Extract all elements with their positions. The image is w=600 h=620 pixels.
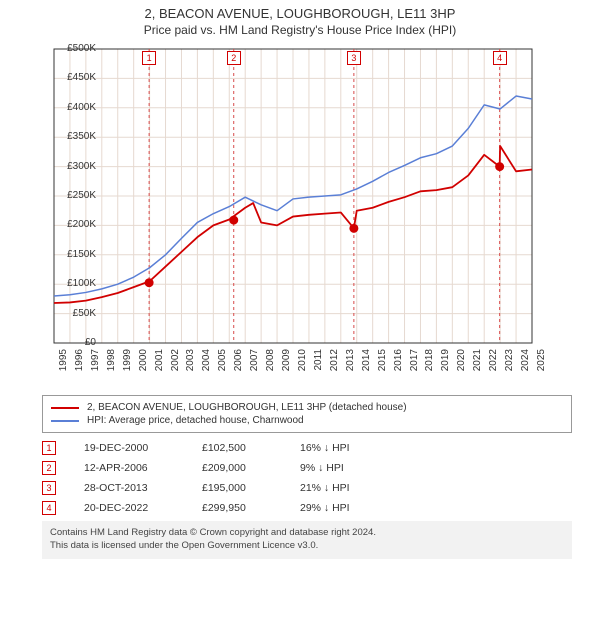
x-axis-label: 2007	[249, 349, 260, 379]
x-axis-label: 2019	[440, 349, 451, 379]
sale-delta: 9% ↓ HPI	[300, 462, 410, 474]
sale-price: £209,000	[202, 462, 272, 474]
x-axis-label: 2002	[170, 349, 181, 379]
x-axis-label: 2003	[185, 349, 196, 379]
attribution-line-2: This data is licensed under the Open Gov…	[50, 540, 564, 553]
x-axis-label: 1997	[90, 349, 101, 379]
sale-date: 20-DEC-2022	[84, 502, 174, 514]
x-axis-label: 1999	[122, 349, 133, 379]
title-line-2: Price paid vs. HM Land Registry's House …	[0, 23, 600, 37]
y-axis-label: £450K	[56, 72, 96, 83]
x-axis-label: 2025	[536, 349, 547, 379]
y-axis-label: £150K	[56, 249, 96, 260]
x-axis-label: 2004	[201, 349, 212, 379]
sale-delta: 29% ↓ HPI	[300, 502, 410, 514]
x-axis-label: 2016	[393, 349, 404, 379]
y-axis-label: £350K	[56, 131, 96, 142]
sale-row: 1 19-DEC-2000 £102,500 16% ↓ HPI	[42, 441, 572, 455]
x-axis-label: 2013	[345, 349, 356, 379]
sale-row: 3 28-OCT-2013 £195,000 21% ↓ HPI	[42, 481, 572, 495]
price-chart: 1 2 3 4 £0 £50K £100K £150K £200K £250K £300K £350K…	[12, 43, 588, 387]
title-line-1: 2, BEACON AVENUE, LOUGHBOROUGH, LE11 3HP	[0, 6, 600, 21]
y-axis-label: £300K	[56, 161, 96, 172]
x-axis-label: 2010	[297, 349, 308, 379]
sale-index-badge: 2	[42, 461, 56, 475]
event-marker-box: 1	[142, 51, 156, 65]
event-marker-box: 3	[347, 51, 361, 65]
x-axis-label: 2018	[424, 349, 435, 379]
y-axis-label: £0	[56, 337, 96, 348]
x-axis-label: 2022	[488, 349, 499, 379]
legend-swatch	[51, 407, 79, 409]
sale-date: 12-APR-2006	[84, 462, 174, 474]
sale-price: £102,500	[202, 442, 272, 454]
x-axis-label: 1995	[58, 349, 69, 379]
sale-date: 19-DEC-2000	[84, 442, 174, 454]
sale-delta: 21% ↓ HPI	[300, 482, 410, 494]
y-axis-label: £200K	[56, 219, 96, 230]
x-axis-label: 2017	[409, 349, 420, 379]
x-axis-label: 2021	[472, 349, 483, 379]
x-axis-label: 2012	[329, 349, 340, 379]
x-axis-label: 2008	[265, 349, 276, 379]
x-axis-label: 2001	[154, 349, 165, 379]
y-axis-label: £250K	[56, 190, 96, 201]
sale-price: £195,000	[202, 482, 272, 494]
sale-index-badge: 4	[42, 501, 56, 515]
x-axis-label: 2000	[138, 349, 149, 379]
x-axis-label: 2009	[281, 349, 292, 379]
legend-item: 2, BEACON AVENUE, LOUGHBOROUGH, LE11 3HP…	[51, 402, 563, 413]
sale-date: 28-OCT-2013	[84, 482, 174, 494]
sale-index-badge: 3	[42, 481, 56, 495]
y-axis-label: £100K	[56, 278, 96, 289]
chart-titles: 2, BEACON AVENUE, LOUGHBOROUGH, LE11 3HP…	[0, 0, 600, 37]
sale-row: 2 12-APR-2006 £209,000 9% ↓ HPI	[42, 461, 572, 475]
x-axis-label: 1996	[74, 349, 85, 379]
legend-label: HPI: Average price, detached house, Char…	[87, 415, 304, 426]
x-axis-label: 2015	[377, 349, 388, 379]
sales-table: 1 19-DEC-2000 £102,500 16% ↓ HPI 2 12-APR-200…	[42, 441, 572, 515]
x-axis-label: 2024	[520, 349, 531, 379]
legend: 2, BEACON AVENUE, LOUGHBOROUGH, LE11 3HP…	[42, 395, 572, 433]
x-axis-label: 2011	[313, 349, 324, 379]
sale-index-badge: 1	[42, 441, 56, 455]
attribution: Contains HM Land Registry data © Crown c…	[42, 521, 572, 559]
sale-price: £299,950	[202, 502, 272, 514]
x-axis-label: 2014	[361, 349, 372, 379]
x-axis-label: 2006	[233, 349, 244, 379]
x-axis-label: 2023	[504, 349, 515, 379]
legend-swatch	[51, 420, 79, 422]
legend-item: HPI: Average price, detached house, Char…	[51, 415, 563, 426]
y-axis-label: £50K	[56, 308, 96, 319]
x-axis-label: 1998	[106, 349, 117, 379]
x-axis-label: 2020	[456, 349, 467, 379]
sale-delta: 16% ↓ HPI	[300, 442, 410, 454]
y-axis-label: £500K	[56, 43, 96, 54]
attribution-line-1: Contains HM Land Registry data © Crown c…	[50, 527, 564, 540]
event-marker-box: 4	[493, 51, 507, 65]
event-marker-box: 2	[227, 51, 241, 65]
x-axis-label: 2005	[217, 349, 228, 379]
y-axis-label: £400K	[56, 102, 96, 113]
legend-label: 2, BEACON AVENUE, LOUGHBOROUGH, LE11 3HP…	[87, 402, 407, 413]
sale-row: 4 20-DEC-2022 £299,950 29% ↓ HPI	[42, 501, 572, 515]
